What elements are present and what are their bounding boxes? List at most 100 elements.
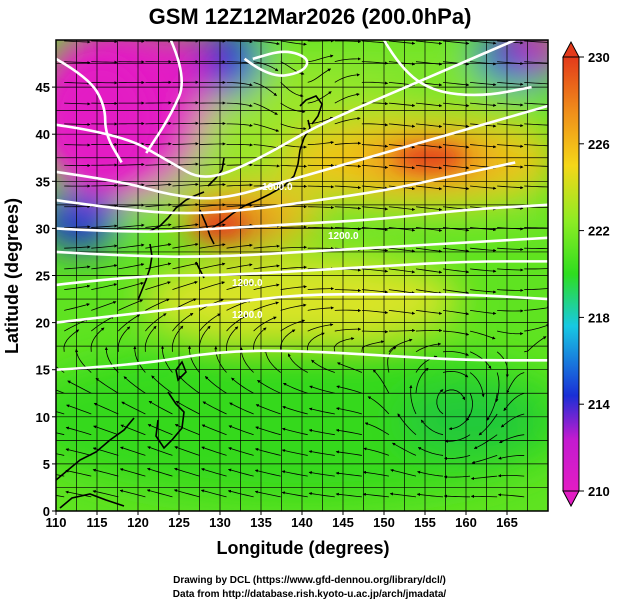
streamline <box>361 61 389 65</box>
x-tick-label: 145 <box>332 515 354 530</box>
streamline <box>335 428 362 436</box>
streamline <box>363 447 390 456</box>
streamline <box>336 385 362 394</box>
streamline <box>497 144 524 148</box>
streamline <box>199 223 226 228</box>
streamline <box>118 223 145 228</box>
streamline <box>254 490 281 498</box>
streamline <box>334 116 361 125</box>
y-tick-label: 5 <box>43 457 50 472</box>
streamline <box>470 40 497 45</box>
streamline <box>362 470 389 477</box>
streamline <box>388 40 416 45</box>
streamline <box>361 289 389 294</box>
streamline <box>442 268 470 274</box>
streamline <box>389 492 417 498</box>
contour-line <box>56 57 123 164</box>
streamline <box>390 468 417 477</box>
streamline <box>225 326 239 352</box>
streamline <box>187 345 200 373</box>
x-tick-label: 165 <box>496 515 518 530</box>
streamline <box>281 470 308 477</box>
streamline <box>119 468 146 477</box>
streamline <box>506 372 525 394</box>
contour-label: 1200.0 <box>328 231 359 242</box>
streamline <box>442 227 470 232</box>
x-tick-label: 155 <box>414 515 436 530</box>
streamline <box>253 82 277 96</box>
chart-title: GSM 12Z12Mar2026 (200.0hPa) <box>149 4 472 29</box>
streamline <box>91 40 118 44</box>
grid-lines <box>56 40 548 511</box>
streamline <box>226 123 253 127</box>
credit-drawing: Drawing by DCL (https://www.gfd-dennou.o… <box>173 575 446 586</box>
streamline <box>361 40 389 45</box>
streamline <box>56 453 65 456</box>
streamline <box>90 327 105 352</box>
streamline <box>361 309 389 315</box>
streamline <box>470 185 497 190</box>
streamline <box>442 123 470 128</box>
streamline <box>151 375 173 394</box>
streamline <box>388 123 416 128</box>
streamline <box>334 92 360 104</box>
streamline <box>471 455 498 464</box>
streamline <box>524 164 548 168</box>
streamline <box>175 400 200 415</box>
credit-data-source: Data from http://database.rish.kyoto-u.a… <box>172 589 447 600</box>
streamline <box>199 162 226 166</box>
streamline <box>524 226 548 230</box>
streamline <box>524 185 548 189</box>
streamline <box>307 54 334 63</box>
geopotential-contours <box>56 40 548 371</box>
streamline <box>214 346 227 373</box>
streamline <box>397 413 417 435</box>
streamline <box>497 288 524 293</box>
streamline <box>388 338 413 353</box>
x-tick-label: 115 <box>87 515 108 530</box>
streamline <box>282 405 308 415</box>
streamline <box>470 247 497 252</box>
x-tick-label: 150 <box>373 515 395 530</box>
streamline <box>442 309 470 316</box>
contour-line <box>145 40 183 154</box>
streamline <box>147 446 173 456</box>
streamline <box>308 428 335 436</box>
streamline <box>281 427 308 436</box>
streamline <box>64 284 91 291</box>
contour-line <box>382 40 532 97</box>
streamline <box>172 223 199 228</box>
x-tick-label: 120 <box>127 515 149 530</box>
colorbar-tick-label: 214 <box>588 397 610 412</box>
y-tick-label: 35 <box>36 174 50 189</box>
streamline <box>361 330 389 334</box>
streamline <box>199 142 226 146</box>
streamline <box>486 393 498 421</box>
streamline <box>415 61 443 66</box>
streamline <box>415 227 443 232</box>
streamline <box>64 143 91 147</box>
x-tick-label: 110 <box>46 515 67 530</box>
streamline <box>172 312 194 332</box>
y-tick-label: 10 <box>36 410 50 425</box>
streamline <box>524 144 548 148</box>
streamline <box>362 492 389 498</box>
streamline <box>496 351 509 378</box>
streamline <box>253 283 280 291</box>
streamline <box>280 82 304 98</box>
streamline <box>361 340 385 352</box>
streamline <box>409 384 417 415</box>
streamline <box>172 182 199 187</box>
streamline <box>499 434 525 444</box>
colorbar-tick-label: 210 <box>588 484 610 499</box>
streamline <box>388 328 416 333</box>
streamline <box>120 446 146 456</box>
streamline <box>497 81 524 86</box>
streamline <box>64 81 91 85</box>
streamline <box>436 389 444 415</box>
streamline <box>172 280 198 291</box>
streamline <box>415 328 443 333</box>
streamline <box>367 396 390 415</box>
streamline <box>172 121 199 125</box>
